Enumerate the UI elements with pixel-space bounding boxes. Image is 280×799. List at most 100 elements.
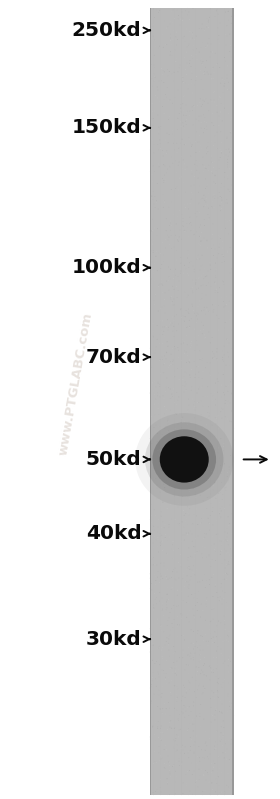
Point xyxy=(150,224,155,237)
Point xyxy=(215,252,220,264)
Point xyxy=(160,428,164,441)
Point xyxy=(175,582,180,595)
Point xyxy=(177,651,182,664)
Point xyxy=(190,284,195,297)
Point xyxy=(193,547,197,560)
Point xyxy=(210,201,215,214)
Point xyxy=(150,553,155,566)
Point xyxy=(228,553,233,566)
Point xyxy=(159,360,164,372)
Point xyxy=(162,743,166,756)
Point xyxy=(175,691,179,704)
Point xyxy=(186,78,191,91)
Point xyxy=(173,268,178,281)
Point xyxy=(191,39,196,52)
Point xyxy=(226,76,231,89)
Point xyxy=(158,120,163,133)
Point xyxy=(231,105,235,118)
Point xyxy=(226,474,231,487)
Point xyxy=(180,431,184,443)
Point xyxy=(212,111,216,124)
Point xyxy=(158,388,162,401)
Point xyxy=(185,97,189,109)
Point xyxy=(156,715,160,728)
Point xyxy=(207,70,211,82)
Point xyxy=(156,42,161,54)
Point xyxy=(171,390,176,403)
Point xyxy=(196,282,201,295)
Point xyxy=(207,407,212,419)
Point xyxy=(221,199,225,212)
Point xyxy=(157,380,162,393)
Point xyxy=(202,787,206,799)
Point xyxy=(191,118,195,131)
Point xyxy=(218,17,222,30)
Point xyxy=(192,121,197,133)
Point xyxy=(196,308,200,320)
Point xyxy=(184,378,188,391)
Point xyxy=(221,355,226,368)
Point xyxy=(194,125,199,138)
Point xyxy=(223,698,227,711)
Point xyxy=(151,238,155,251)
Point xyxy=(218,548,223,561)
Point xyxy=(222,464,227,477)
Point xyxy=(165,553,169,566)
Point xyxy=(212,636,217,649)
Point xyxy=(230,214,235,227)
Point xyxy=(192,609,196,622)
Point xyxy=(151,160,155,173)
Point xyxy=(226,475,230,488)
Point xyxy=(159,521,164,534)
Point xyxy=(158,778,162,791)
Point xyxy=(224,213,228,226)
Point xyxy=(182,344,187,357)
Point xyxy=(187,492,192,505)
Point xyxy=(160,252,165,264)
Point xyxy=(221,86,225,99)
Point xyxy=(227,360,232,372)
Point xyxy=(201,659,206,672)
Point xyxy=(187,109,192,121)
Point xyxy=(209,73,214,85)
Point xyxy=(200,248,204,261)
Point xyxy=(173,748,178,761)
Point xyxy=(179,98,183,111)
Point xyxy=(148,131,153,144)
Point xyxy=(197,22,201,35)
Point xyxy=(181,386,186,399)
Point xyxy=(216,334,221,347)
Point xyxy=(202,115,207,128)
Point xyxy=(181,215,185,228)
Point xyxy=(193,540,197,553)
Point xyxy=(166,597,170,610)
Point xyxy=(215,125,219,138)
Point xyxy=(205,19,209,32)
Point xyxy=(177,519,182,532)
Point xyxy=(193,276,198,289)
Point xyxy=(157,535,161,548)
Point xyxy=(188,252,192,265)
Point xyxy=(168,161,172,173)
Point xyxy=(215,397,220,410)
Point xyxy=(206,37,210,50)
Point xyxy=(197,755,202,768)
Point xyxy=(156,157,161,170)
Point xyxy=(190,26,195,39)
Point xyxy=(156,444,160,457)
Point xyxy=(149,97,153,109)
Point xyxy=(167,518,171,531)
Point xyxy=(198,489,202,502)
Point xyxy=(216,324,220,336)
Point xyxy=(166,594,171,606)
Point xyxy=(207,326,211,339)
Point xyxy=(227,162,232,175)
Point xyxy=(179,694,184,707)
Point xyxy=(179,30,184,42)
Point xyxy=(221,149,226,162)
Point xyxy=(194,154,198,167)
Point xyxy=(191,725,195,737)
Point xyxy=(165,415,170,427)
Point xyxy=(195,164,199,177)
Point xyxy=(221,250,225,263)
